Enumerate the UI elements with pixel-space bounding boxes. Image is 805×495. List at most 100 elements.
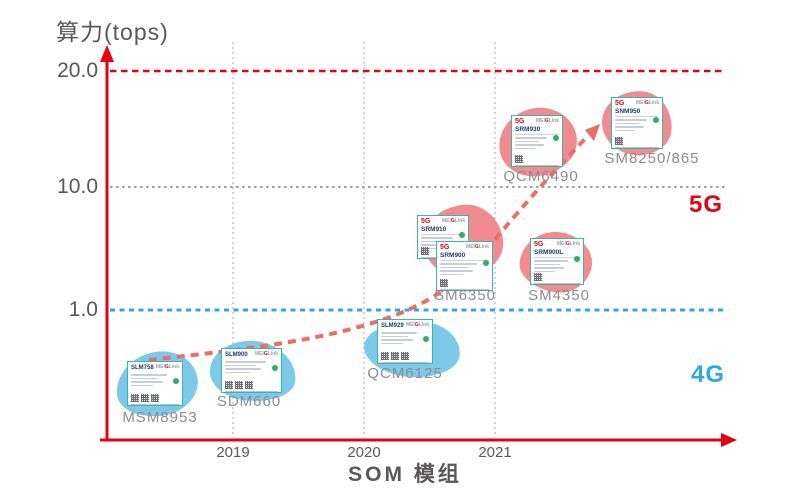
meig-logo-icon: MEIGLink [535,118,559,124]
card-header: 5G MEIGLink [534,241,580,249]
logo-accent: G [263,351,268,357]
card-header: 5G MEIGLink [615,100,659,108]
meig-logo-icon: MEIGLink [465,244,489,250]
text-line [615,126,644,128]
qr-code-icon [534,273,542,281]
qr-code-icon [381,352,389,360]
chip-model-label: SLM900 [225,352,248,358]
module-card-slm929: SLM929 MEIGLink [377,319,433,364]
label-text-lines [440,263,489,275]
cert-badge-icon [173,378,179,385]
meig-logo-icon: MEIGLink [635,100,659,106]
label-footer-line [381,361,429,362]
module-card-slm900: SLM900 MEIGLink [221,348,282,393]
text-line [225,364,256,366]
logo-accent: G [565,241,570,247]
label-text-lines [225,361,278,373]
zone-label-5g: 5G [689,191,724,218]
qr-code-icon [131,394,139,402]
label-text-lines [131,374,179,386]
module-caption: SM6350 [434,287,496,304]
label-text-lines [615,119,659,131]
meig-logo-icon: MEIGLink [405,322,429,328]
label-footer-line [534,282,580,283]
cert-badge-icon [459,231,465,238]
qr-codes [225,381,253,389]
logo-accent: G [474,244,479,250]
module-card-srm900l: 5G MEIGLink SRM900L [530,238,584,285]
cert-badge-icon [553,135,559,141]
5g-badge-icon: 5G [615,100,625,107]
logo-accent: G [544,118,549,124]
y-axis-title: 算力(tops) [56,19,169,45]
card-header: 5G MEIGLink [440,244,489,252]
text-line [381,332,418,334]
label-footer-line [225,390,278,391]
label-text-lines [515,137,559,149]
meig-logo-icon: MEIGLink [556,241,580,247]
x-axis-arrow-icon [721,433,737,447]
text-line [534,260,569,262]
label-text-lines [534,260,580,272]
module-caption: MSM8953 [122,409,198,426]
card-header: SLM929 MEIGLink [381,322,429,330]
x-tick-2019: 2019 [216,444,250,461]
module-card-srm930: 5G MEIGLink SRM930 [511,115,563,167]
logo-accent: G [450,218,455,224]
text-line [225,371,250,373]
module-caption: QCM6125 [367,365,443,382]
logo-accent: G [414,322,419,328]
zone-label-4g: 4G [691,361,726,388]
module-card-snm950: 5G MEIGLink SNM950 [611,97,663,149]
chip-model-label: SLM929 [381,323,404,329]
chip-model-label: SRM930 [515,126,559,135]
qr-code-icon [615,137,623,145]
text-line [440,273,463,275]
qr-codes [534,273,542,281]
label-footer-line [515,164,559,165]
qr-codes [131,394,159,402]
x-tick-2021: 2021 [478,444,512,461]
5g-badge-icon: 5G [515,118,525,125]
label-footer-line [131,403,179,404]
text-line [421,247,441,249]
cert-badge-icon [483,260,489,267]
cert-badge-icon [423,336,429,343]
qr-code-icon [401,352,409,360]
logo-accent: G [164,364,169,370]
label-footer-line [440,288,489,289]
label-text-lines [381,332,429,344]
text-line [421,240,446,242]
qr-code-icon [515,155,523,163]
qr-code-icon [141,394,149,402]
cert-badge-icon [272,365,278,372]
text-line [534,270,555,272]
y-tick-20: 20.0 [57,59,98,82]
qr-code-icon [245,381,253,389]
qr-code-icon [440,279,448,287]
x-tick-2020: 2020 [347,444,381,461]
text-line [440,266,469,268]
cert-badge-icon [574,256,580,263]
module-card-slm758: SLM758 MEIGLink [127,361,183,406]
qr-codes [440,279,448,287]
chip-model-label: SRM900 [440,252,489,261]
y-tick-10: 10.0 [57,175,98,198]
card-header: 5G MEIGLink [421,218,465,226]
chip-model-label: SRM910 [421,226,465,235]
text-line [225,361,266,363]
label-text-lines [421,237,465,249]
5g-badge-icon: 5G [534,241,544,248]
meig-logo-icon: MEIGLink [155,364,179,370]
module-caption: QCM6490 [503,168,579,185]
growth-curve-arrow-icon [585,124,600,141]
chip-model-label: SRM900L [534,249,580,258]
text-line [381,342,404,344]
text-line [440,263,478,265]
card-header: 5G MEIGLink [515,118,559,126]
qr-codes [421,247,429,255]
text-line [381,335,409,337]
text-line [131,384,154,386]
